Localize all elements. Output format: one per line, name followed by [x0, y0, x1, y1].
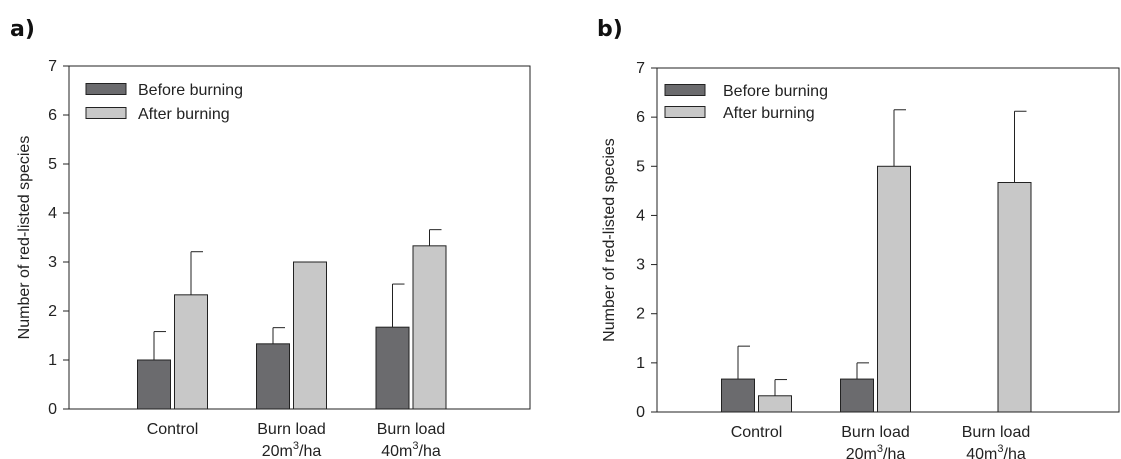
chart-panel-a: a) 0 1 2 3 4 5 6 7 Number of red-listed species Co…: [10, 17, 531, 459]
legend-label: Before burning: [723, 83, 828, 100]
y-tick-label: 0: [636, 404, 645, 421]
y-tick-label: 4: [48, 205, 57, 222]
legend-swatch: [664, 84, 706, 96]
category-label: Control: [731, 424, 783, 441]
bar-before-0: [137, 359, 171, 410]
category-label: Control: [147, 421, 199, 438]
y-tick-label: 5: [48, 156, 57, 173]
y-tick-label: 6: [636, 109, 645, 126]
legend-swatch: [85, 83, 127, 95]
y-axis-label: Number of red-listed species: [16, 136, 33, 340]
y-tick-label: 1: [636, 355, 645, 372]
bar-before-1: [840, 378, 874, 413]
category-label: Burn load: [257, 421, 326, 438]
bar-before-2: [375, 326, 410, 410]
panel-label: b): [597, 17, 623, 42]
bar-before-1: [256, 343, 290, 410]
bar-after-1: [877, 165, 911, 413]
y-tick-label: 6: [48, 107, 57, 124]
legend-swatch: [664, 106, 706, 118]
category-label-line2: 40m3/ha: [966, 443, 1026, 459]
bar-after-2: [997, 182, 1032, 413]
bar-after-2: [412, 245, 447, 410]
bar-before-0: [721, 378, 755, 413]
category-label: Burn load: [962, 424, 1031, 441]
category-label-line2: 20m3/ha: [846, 443, 906, 459]
chart-panel-b: b) 0 1 2 3 4 5 6 7 Number of red-listed species Co…: [597, 17, 1120, 459]
y-tick-label: 3: [636, 257, 645, 274]
legend: Before burning After burning: [85, 82, 243, 123]
y-tick-label: 2: [636, 306, 645, 323]
legend: Before burning After burning: [664, 83, 828, 122]
category-label-line2: 40m3/ha: [381, 440, 441, 459]
y-tick-label: 5: [636, 158, 645, 175]
bar-after-0: [758, 395, 792, 413]
bar-after-1: [293, 261, 327, 410]
y-tick-label: 2: [48, 303, 57, 320]
category-label-line2: 20m3/ha: [262, 440, 322, 459]
legend-swatch: [85, 107, 127, 119]
y-tick-label: 3: [48, 254, 57, 271]
y-tick-label: 0: [48, 401, 57, 418]
y-tick-label: 1: [48, 352, 57, 369]
category-label: Burn load: [841, 424, 910, 441]
y-axis-label: Number of red-listed species: [601, 138, 618, 342]
y-tick-label: 7: [636, 60, 645, 77]
legend-label: After burning: [723, 105, 815, 122]
legend-label: After burning: [138, 106, 230, 123]
y-tick-label: 4: [636, 207, 645, 224]
legend-label: Before burning: [138, 82, 243, 99]
y-tick-label: 7: [48, 58, 57, 75]
panel-label: a): [10, 17, 35, 42]
category-label: Burn load: [377, 421, 446, 438]
bar-after-0: [174, 294, 208, 410]
